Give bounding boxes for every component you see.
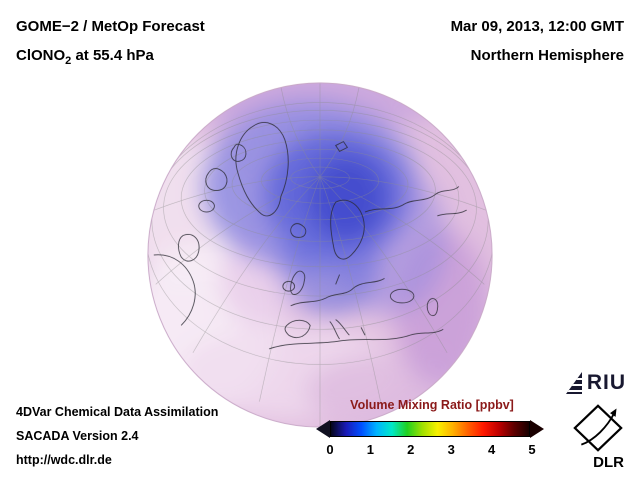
coastlines: [153, 122, 467, 350]
colorbar-tick-5: 5: [528, 442, 536, 457]
species-subscript: 2: [65, 55, 72, 67]
species-label: ClONO: [16, 47, 66, 64]
colorbar-arrow-right: [530, 420, 544, 438]
colorbar-tick-2: 2: [407, 442, 415, 457]
pressure-level-label: at 55.4 hPa: [71, 47, 154, 64]
colorbar-title: Volume Mixing Ratio [ppbv]: [350, 398, 514, 412]
dlr-label: DLR: [593, 454, 624, 471]
colorbar-row: [316, 419, 548, 439]
header-meta: Mar 09, 2013, 12:00 GMT Northern Hemisph…: [451, 12, 624, 70]
version-label: SACADA Version 2.4: [16, 429, 139, 443]
colorbar-tick-0: 0: [326, 442, 334, 457]
riu-logo: RIU: [564, 371, 626, 395]
title-line1: GOME−2 / MetOp Forecast: [16, 18, 205, 35]
dlr-diamond-icon: [573, 404, 623, 452]
colorbar-tick-4: 4: [487, 442, 496, 457]
footer-credits: 4DVar Chemical Data Assimilation SACADA …: [16, 400, 218, 472]
region-label: Northern Hemisphere: [470, 47, 624, 64]
colorbar-ticks: 0 1 2 3 4 5: [326, 442, 536, 458]
wdc-url: http://wdc.dlr.de: [16, 453, 112, 467]
page-title: GOME−2 / MetOp Forecast ClONO2 at 55.4 h…: [16, 12, 205, 76]
colorbar-tick-3: 3: [447, 442, 455, 457]
dlr-logo: DLR: [564, 403, 624, 471]
graticule: [147, 82, 493, 428]
hemisphere-globe: [144, 79, 496, 431]
riu-sail-icon: [565, 372, 582, 394]
title-line2: ClONO2 at 55.4 hPa: [16, 41, 205, 76]
riu-label: RIU: [586, 371, 626, 394]
colorbar-arrow-left: [316, 420, 330, 438]
colorbar-tick-1: 1: [366, 442, 375, 457]
colorbar: Volume Mixing Ratio [ppbv] 0 1 2 3 4 5: [316, 398, 548, 458]
globe-svg: [147, 82, 493, 428]
colorbar-gradient: [330, 421, 530, 437]
assimilation-label: 4DVar Chemical Data Assimilation: [16, 405, 219, 419]
datetime-label: Mar 09, 2013, 12:00 GMT: [450, 18, 624, 35]
